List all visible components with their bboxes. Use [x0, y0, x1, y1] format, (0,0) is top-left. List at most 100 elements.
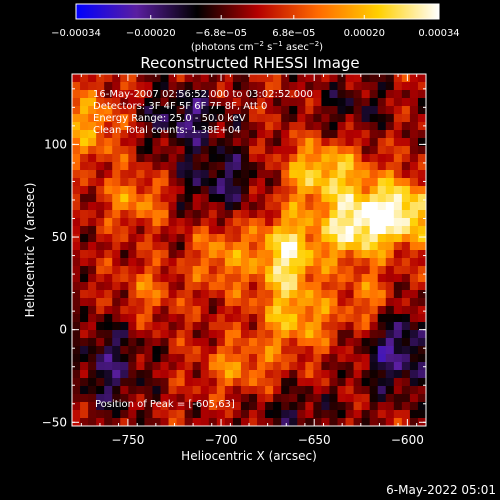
heatmap-cell — [409, 186, 419, 195]
heatmap-cell — [377, 250, 387, 259]
heatmap-cell — [305, 98, 314, 107]
heatmap-cell — [184, 122, 194, 131]
heatmap-cell — [192, 202, 202, 211]
heatmap-cell — [345, 402, 355, 411]
heatmap-cell — [265, 82, 274, 91]
heatmap-cell — [88, 250, 97, 259]
heatmap-cell — [128, 234, 137, 243]
heatmap-cell — [208, 386, 218, 395]
heatmap-cell — [160, 402, 170, 411]
heatmap-cell — [249, 290, 258, 299]
heatmap-cell — [377, 330, 387, 339]
heatmap-cell — [281, 402, 290, 411]
heatmap-cell — [257, 250, 266, 259]
heatmap-cell — [72, 234, 81, 243]
heatmap-cell — [96, 162, 105, 171]
heatmap-cell — [136, 330, 146, 339]
heatmap-cell — [208, 282, 218, 291]
heatmap-cell — [361, 298, 371, 307]
heatmap-cell — [176, 122, 186, 131]
heatmap-cell — [168, 218, 178, 227]
heatmap-cell — [136, 370, 146, 379]
heatmap-cell — [240, 418, 250, 426]
heatmap-cell — [265, 282, 274, 291]
heatmap-cell — [208, 234, 218, 243]
heatmap-cell — [208, 74, 218, 83]
heatmap-cell — [104, 82, 113, 91]
heatmap-cell — [321, 138, 331, 147]
heatmap-cell — [257, 242, 266, 251]
heatmap-cell — [297, 354, 306, 363]
heatmap-cell — [216, 146, 226, 155]
heatmap-cell — [144, 258, 154, 267]
heatmap-cell — [369, 322, 379, 331]
heatmap-cell — [192, 146, 202, 155]
heatmap-cell — [297, 194, 306, 203]
heatmap-cell — [216, 370, 226, 379]
heatmap-cell — [329, 106, 339, 115]
heatmap-cell — [104, 274, 113, 283]
heatmap-cell — [184, 90, 194, 99]
heatmap-cell — [200, 226, 210, 235]
heatmap-cell — [353, 170, 363, 179]
heatmap-cell — [417, 138, 426, 147]
heatmap-cell — [96, 370, 105, 379]
heatmap-cell — [273, 170, 282, 179]
heatmap-cell — [329, 226, 339, 235]
heatmap-cell — [265, 146, 274, 155]
heatmap-cell — [353, 394, 363, 403]
heatmap-cell — [417, 234, 426, 243]
heatmap-cell — [168, 154, 178, 163]
heatmap-cell — [289, 338, 298, 347]
heatmap-cell — [265, 202, 274, 211]
heatmap-cell — [152, 306, 162, 315]
heatmap-cell — [249, 170, 258, 179]
heatmap-cell — [257, 378, 266, 387]
heatmap-cell — [417, 362, 426, 371]
heatmap-cell — [72, 282, 81, 291]
heatmap-cell — [353, 146, 363, 155]
heatmap-cell — [393, 386, 403, 395]
heatmap-cell — [80, 130, 89, 139]
heatmap-cell — [144, 202, 154, 211]
heatmap-cell — [417, 370, 426, 379]
heatmap-cell — [128, 402, 137, 411]
heatmap-cell — [257, 394, 266, 403]
colorbar-tick-label: 0.00020 — [344, 28, 385, 39]
heatmap-cell — [120, 322, 129, 331]
heatmap-cell — [80, 178, 89, 187]
heatmap-cell — [168, 346, 178, 355]
heatmap-cell — [144, 90, 154, 99]
heatmap-cell — [361, 354, 371, 363]
heatmap-cell — [192, 258, 202, 267]
heatmap-cell — [240, 386, 250, 395]
heatmap-cell — [200, 146, 210, 155]
heatmap-cell — [200, 242, 210, 251]
heatmap-cell — [273, 82, 282, 91]
heatmap-cell — [104, 162, 113, 171]
heatmap-cell — [72, 98, 81, 107]
heatmap-cell — [176, 138, 186, 147]
heatmap-cell — [257, 258, 266, 267]
heatmap-cell — [96, 378, 105, 387]
heatmap-cell — [112, 378, 121, 387]
heatmap-cell — [305, 322, 314, 331]
colorbar: −0.00034 −0.00020 −6.8e−05 6.8e−05 0.00020 0.… — [51, 3, 460, 53]
heatmap-cell — [345, 210, 355, 219]
heatmap-cell — [401, 394, 411, 403]
heatmap-cell — [329, 122, 339, 131]
heatmap-cell — [144, 138, 154, 147]
heatmap-cell — [409, 250, 419, 259]
heatmap-cell — [257, 154, 266, 163]
heatmap-cell — [232, 410, 242, 419]
heatmap-cell — [337, 242, 347, 251]
heatmap-cell — [361, 130, 371, 139]
heatmap-cell — [112, 250, 121, 259]
heatmap-cell — [160, 346, 170, 355]
heatmap-cell — [160, 146, 170, 155]
heatmap-cell — [297, 122, 306, 131]
heatmap-cell — [96, 362, 105, 371]
heatmap-cell — [393, 130, 403, 139]
heatmap-cell — [144, 402, 154, 411]
heatmap-cell — [385, 274, 395, 283]
